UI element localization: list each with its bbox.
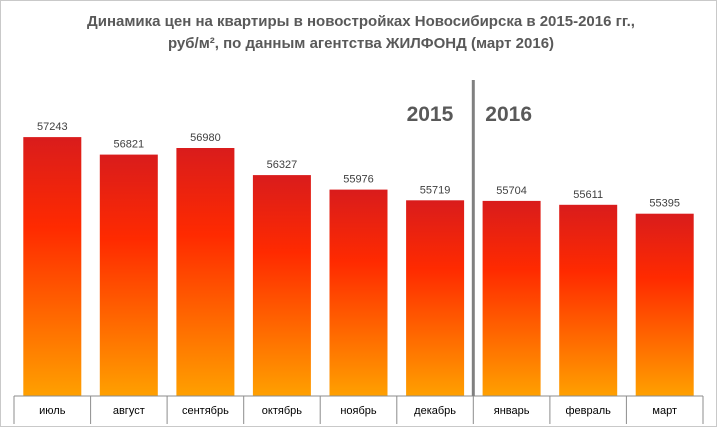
bar-8 (559, 204, 618, 396)
category-label-7: январь (494, 405, 530, 417)
value-label-1: 57243 (37, 121, 68, 133)
value-labels-layer: 57243 56821 56980 56327 55976 55719 55704 55611… (37, 121, 680, 210)
value-label-7: 55704 (496, 185, 527, 197)
year-label-2016: 2016 (485, 103, 532, 126)
bar-9 (635, 213, 694, 396)
bar-2 (99, 154, 158, 396)
value-label-9: 55395 (649, 198, 680, 210)
value-label-8: 55611 (573, 189, 603, 201)
annotations-layer: 2015 2016 (407, 80, 532, 396)
category-label-2: август (113, 405, 145, 417)
category-label-6: декабрь (414, 405, 456, 417)
bar-6 (406, 200, 465, 396)
category-label-8: февраль (565, 405, 611, 417)
value-label-6: 55719 (420, 184, 451, 196)
chart-title-line-1: Динамика цен на квартиры в новостройках … (87, 13, 635, 30)
category-label-4: октябрь (262, 405, 302, 417)
value-label-3: 56980 (190, 132, 221, 144)
year-label-2015: 2015 (407, 103, 454, 126)
category-label-5: ноябрь (340, 405, 377, 417)
bar-3 (176, 148, 235, 396)
chart-title-line-2: руб/м², по данным агентства ЖИЛФОНД (мар… (167, 35, 555, 52)
x-axis: июль август сентябрь октябрь ноябрь декабрь ян… (13, 395, 704, 424)
value-label-5: 55976 (343, 174, 374, 186)
bar-4 (252, 175, 311, 396)
category-label-9: март (652, 405, 677, 417)
bar-7 (482, 200, 541, 396)
chart-title: Динамика цен на квартиры в новостройках … (41, 11, 681, 55)
bars-layer (23, 137, 694, 396)
bar-5 (329, 189, 388, 396)
value-label-4: 56327 (267, 159, 298, 171)
category-label-1: июль (39, 405, 66, 417)
bar-1 (23, 137, 82, 396)
category-label-3: сентябрь (182, 405, 229, 417)
value-label-2: 56821 (114, 139, 145, 151)
